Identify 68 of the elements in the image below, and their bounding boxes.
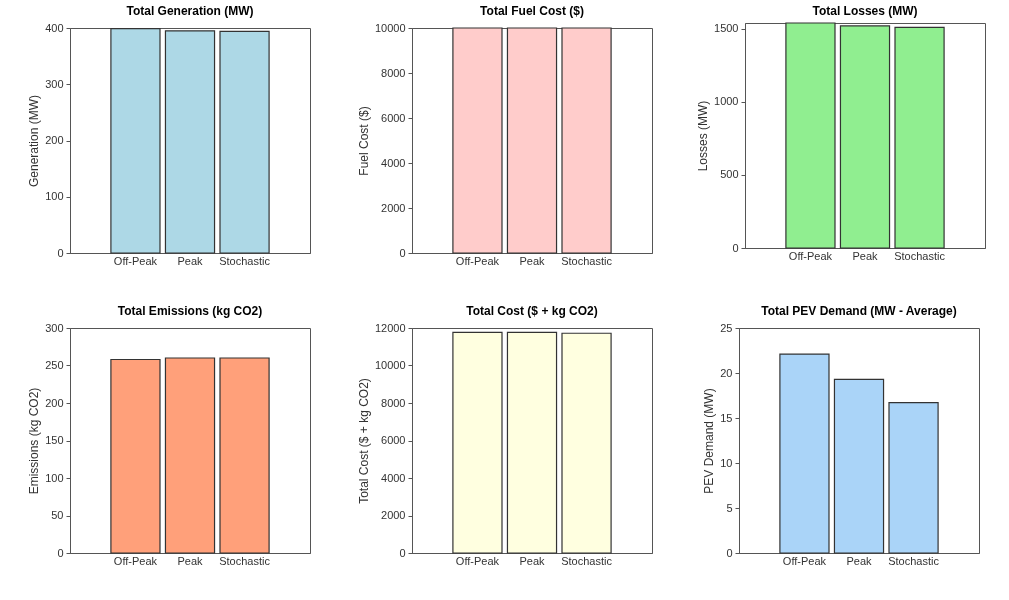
y-tick-label: 50 — [50, 509, 63, 521]
y-tick-label: 1000 — [713, 95, 738, 108]
y-tick-label: 5 — [725, 501, 732, 514]
y-tick-label: 500 — [719, 168, 738, 181]
y-axis-title: Total Cost ($ + kg CO2) — [356, 378, 371, 504]
y-tick-label: 8000 — [380, 396, 405, 409]
chart-title: Total Generation (MW) — [125, 4, 254, 18]
y-tick-label: 200 — [44, 396, 63, 409]
x-tick-label: Stochastic — [560, 254, 612, 267]
x-tick-label: Peak — [176, 554, 203, 567]
y-tick-label: 0 — [731, 241, 738, 254]
bar — [778, 353, 830, 554]
y-axis-title: Losses (MW) — [695, 100, 710, 172]
y-tick-label: 2000 — [380, 201, 405, 214]
y-tick-label: 10000 — [374, 21, 405, 34]
y-tick-label: 2000 — [380, 509, 405, 521]
x-tick-label: Peak — [845, 554, 872, 567]
y-tick-label: 0 — [398, 246, 405, 259]
x-tick-label: Stochastic — [218, 254, 270, 267]
y-tick-label: 150 — [44, 434, 63, 446]
y-tick-label: 300 — [44, 321, 63, 334]
y-tick-label: 0 — [56, 546, 63, 559]
x-tick-label: Off-Peak — [113, 254, 158, 267]
y-axis-title: PEV Demand (MW) — [701, 388, 716, 494]
y-tick-label: 10 — [719, 456, 732, 469]
x-tick-label: Peak — [851, 249, 878, 262]
x-tick-label: Off-Peak — [455, 554, 500, 567]
y-tick-label: 6000 — [380, 111, 405, 124]
y-axis-title: Generation (MW) — [26, 94, 41, 188]
y-tick-label: 12000 — [374, 321, 405, 334]
y-tick-label: 8000 — [380, 66, 405, 79]
x-tick-label: Off-Peak — [788, 249, 833, 262]
y-tick-label: 1500 — [713, 22, 738, 35]
chart-title: Total Fuel Cost ($) — [479, 4, 584, 18]
y-tick-label: 15 — [719, 411, 732, 424]
y-tick-label: 200 — [44, 134, 63, 146]
x-tick-label: Stochastic — [218, 554, 270, 567]
y-tick-label: 0 — [398, 546, 405, 559]
y-tick-label: 0 — [725, 546, 732, 559]
y-axis-title: Fuel Cost ($) — [356, 106, 371, 176]
y-tick-label: 6000 — [380, 434, 405, 446]
y-tick-label: 100 — [44, 190, 63, 203]
chart-title: Total Cost ($ + kg CO2) — [465, 304, 598, 318]
x-tick-label: Peak — [518, 554, 545, 567]
y-tick-label: 20 — [719, 366, 732, 379]
y-tick-label: 10000 — [374, 359, 405, 371]
chart-title: Total Emissions (kg CO2) — [117, 304, 262, 318]
y-tick-label: 100 — [44, 471, 63, 484]
x-tick-label: Stochastic — [887, 554, 939, 567]
y-tick-label: 4000 — [380, 156, 405, 169]
y-tick-label: 250 — [44, 359, 63, 371]
y-tick-label: 25 — [719, 321, 732, 334]
x-tick-label: Off-Peak — [113, 554, 158, 567]
x-tick-label: Peak — [518, 254, 545, 267]
chart-title: Total PEV Demand (MW - Average) — [760, 304, 957, 318]
x-tick-label: Off-Peak — [455, 254, 500, 267]
y-tick-label: 400 — [44, 21, 63, 34]
bar — [833, 378, 884, 554]
bar — [887, 402, 939, 554]
y-axis-title: Emissions (kg CO2) — [26, 387, 41, 495]
x-tick-label: Stochastic — [560, 554, 612, 567]
x-tick-label: Peak — [176, 254, 203, 267]
y-tick-label: 0 — [56, 246, 63, 259]
x-tick-label: Off-Peak — [782, 554, 827, 567]
y-tick-label: 4000 — [380, 471, 405, 484]
y-tick-label: 300 — [44, 77, 63, 90]
x-tick-label: Stochastic — [893, 249, 945, 262]
chart-title: Total Losses (MW) — [811, 4, 918, 19]
